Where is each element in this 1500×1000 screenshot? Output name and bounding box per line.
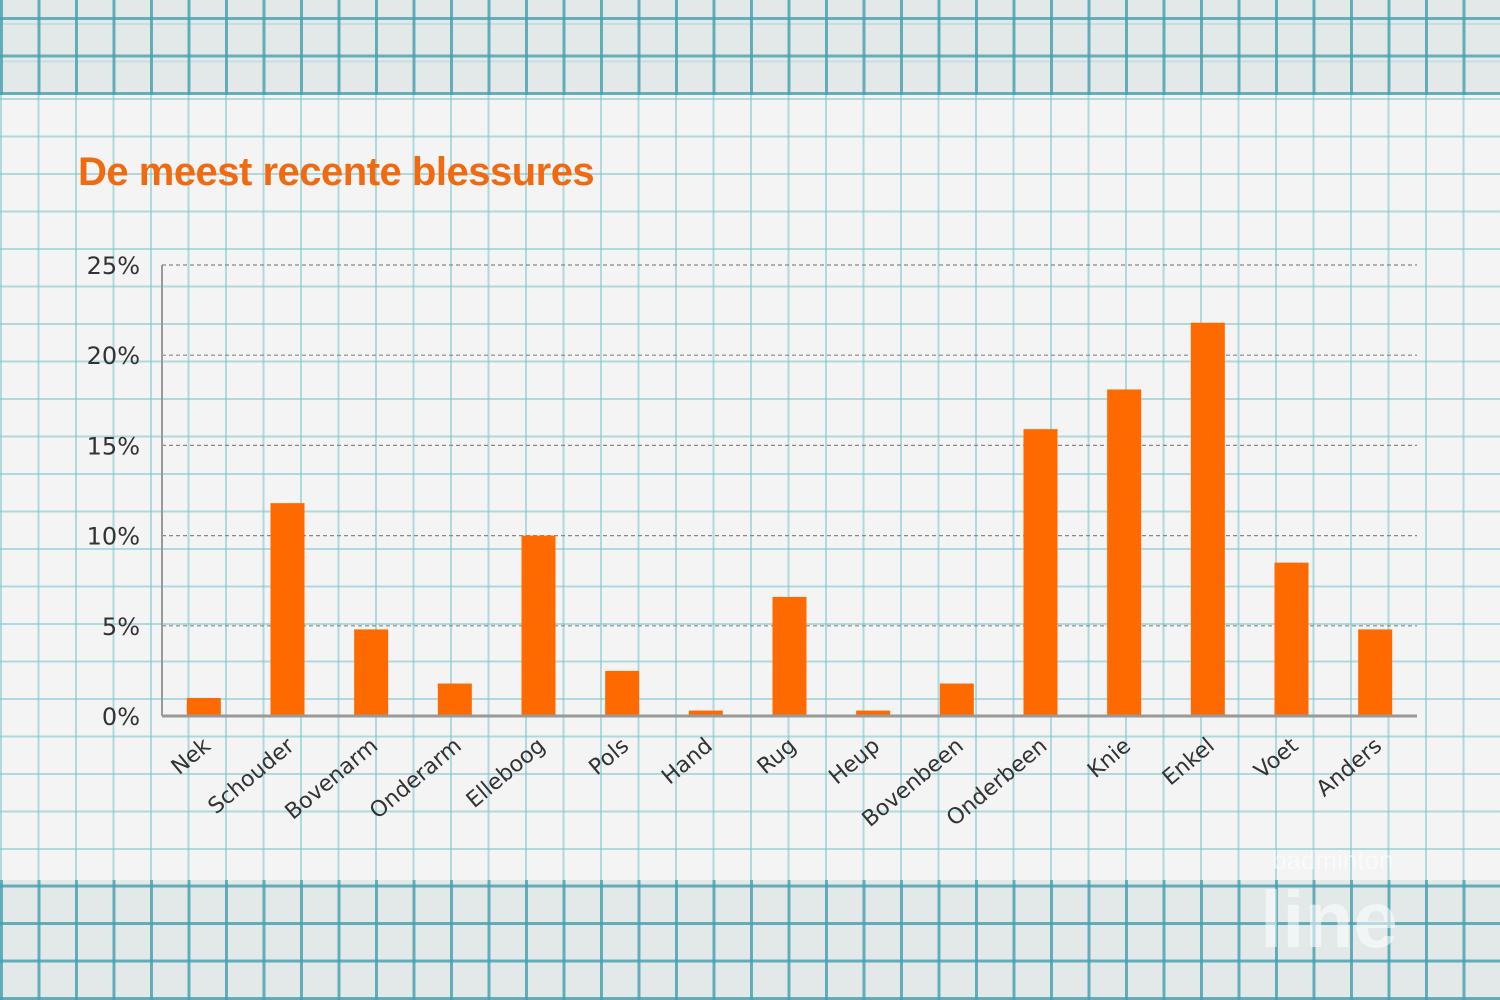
y-tick-label: 20% bbox=[87, 342, 140, 370]
y-tick-label: 0% bbox=[102, 703, 140, 731]
x-tick-label: Elleboog bbox=[462, 733, 550, 813]
top-grid-band bbox=[0, 0, 1500, 95]
bar-schouder bbox=[270, 503, 305, 716]
bottom-grid-band bbox=[0, 880, 1500, 1000]
y-tick-label: 15% bbox=[87, 432, 140, 460]
x-tick-label: Voet bbox=[1250, 733, 1304, 784]
x-tick-label: Pols bbox=[585, 733, 634, 780]
bar-bovenarm bbox=[354, 629, 389, 716]
bar-voet bbox=[1274, 562, 1309, 716]
x-tick-label: Bovenarm bbox=[281, 733, 383, 825]
watermark-line2: line bbox=[1260, 875, 1398, 964]
bar-hand bbox=[688, 710, 723, 716]
x-tick-label: Heup bbox=[825, 733, 886, 789]
y-tick-label: 5% bbox=[102, 613, 140, 641]
watermark-line1: badminton bbox=[1272, 845, 1394, 875]
chart-title: De meest recente blessures bbox=[78, 150, 595, 194]
bar-rug bbox=[772, 596, 807, 716]
bar-onderarm bbox=[437, 683, 472, 716]
bar-nek bbox=[186, 697, 221, 716]
bar-bovenbeen bbox=[939, 683, 974, 716]
bar-knie bbox=[1107, 389, 1142, 716]
y-tick-label: 10% bbox=[87, 523, 140, 551]
y-tick-label: 25% bbox=[87, 252, 140, 280]
bar-pols bbox=[605, 670, 640, 716]
bar-anders bbox=[1358, 629, 1393, 716]
bar-enkel bbox=[1190, 322, 1225, 716]
bar-heup bbox=[856, 710, 891, 716]
x-tick-label: Rug bbox=[753, 733, 801, 779]
x-tick-label: Onderarm bbox=[365, 733, 466, 824]
x-tick-label: Nek bbox=[167, 733, 216, 780]
bar-elleboog bbox=[521, 535, 556, 716]
x-tick-label: Knie bbox=[1083, 733, 1136, 783]
bar-onderbeen bbox=[1023, 429, 1058, 716]
x-tick-label: Enkel bbox=[1158, 733, 1220, 790]
x-tick-label: Hand bbox=[657, 733, 717, 789]
x-tick-label: Anders bbox=[1312, 733, 1387, 802]
